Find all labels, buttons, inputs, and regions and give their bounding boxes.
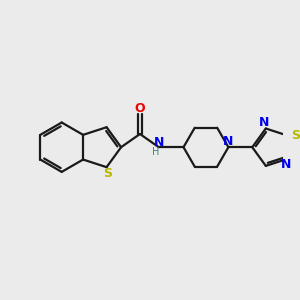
Text: N: N bbox=[223, 134, 234, 148]
Text: H: H bbox=[152, 147, 160, 157]
Text: N: N bbox=[281, 158, 292, 171]
Text: S: S bbox=[103, 167, 112, 180]
Text: N: N bbox=[154, 136, 164, 148]
Text: S: S bbox=[291, 129, 300, 142]
Text: N: N bbox=[259, 116, 270, 129]
Text: O: O bbox=[135, 102, 145, 115]
